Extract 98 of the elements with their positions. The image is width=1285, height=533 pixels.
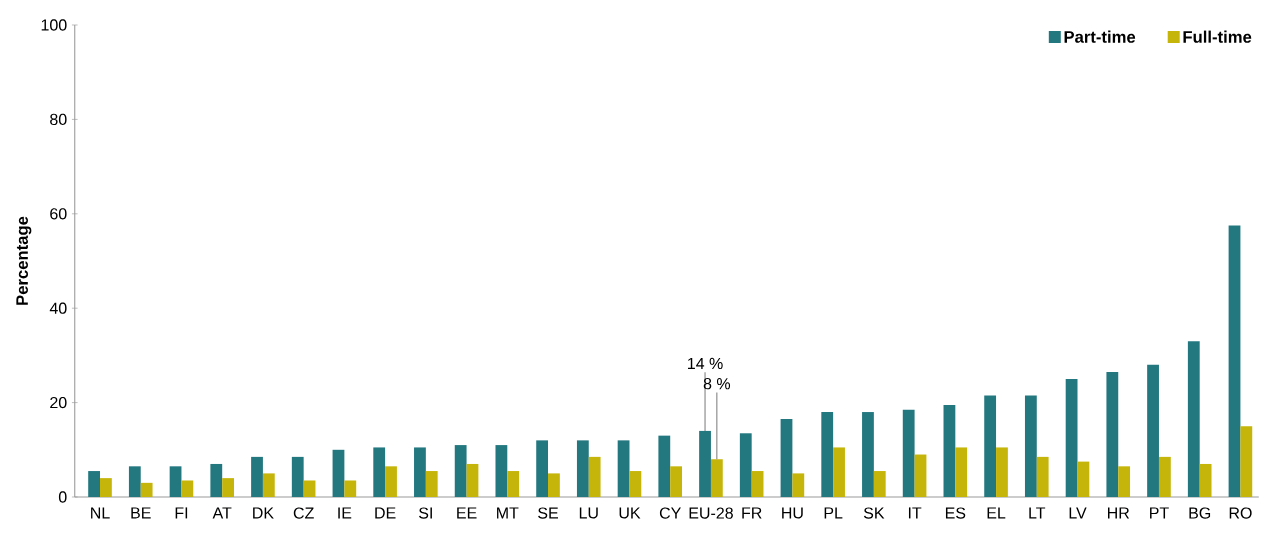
bar: [100, 478, 112, 497]
x-tick-label: EE: [457, 507, 477, 519]
legend-label: Part-time: [1064, 30, 1136, 43]
x-tick-label: DE: [375, 507, 396, 519]
x-tick-label: NL: [91, 507, 110, 519]
x-tick-label: HU: [782, 507, 803, 519]
bar: [507, 471, 520, 497]
y-tick-label: 20: [50, 396, 67, 409]
x-tick-label: LV: [1069, 507, 1087, 519]
bar: [169, 466, 182, 497]
bar: [943, 404, 956, 497]
bar: [548, 473, 560, 497]
bar: [1024, 395, 1037, 497]
x-tick-label: FI: [175, 507, 188, 519]
bar: [140, 482, 153, 497]
bar: [373, 447, 386, 497]
bar: [1228, 225, 1241, 497]
x-tick-label: AT: [212, 507, 232, 519]
y-tick-label: 80: [50, 113, 67, 126]
bar: [588, 456, 601, 497]
data-label: 8 %: [703, 378, 731, 390]
x-tick-label: IE: [338, 507, 352, 519]
x-tick-label: SE: [538, 507, 558, 519]
bar: [385, 466, 397, 497]
x-tick-label: LT: [1029, 507, 1046, 519]
bar: [1106, 371, 1119, 497]
bar: [466, 463, 479, 497]
bar: [833, 447, 845, 497]
bar: [1147, 364, 1159, 497]
x-tick-label: PT: [1150, 507, 1169, 519]
bar: [955, 447, 968, 497]
bar: [332, 449, 345, 497]
bar: [344, 480, 357, 497]
bar: [536, 440, 549, 497]
x-tick-label: CZ: [293, 507, 314, 519]
bar: [291, 456, 304, 497]
bar: [780, 419, 793, 497]
bar: [181, 480, 194, 497]
bar: [210, 463, 223, 497]
bar: [454, 445, 467, 497]
bar: [670, 466, 683, 497]
bar: [996, 447, 1008, 497]
y-tick-label: 60: [50, 208, 67, 220]
bar: [1118, 466, 1131, 497]
y-axis-title: Percentage: [16, 216, 32, 305]
bar: [873, 471, 886, 497]
bar: [303, 480, 316, 497]
bar: [1199, 463, 1212, 497]
bar: [617, 440, 630, 497]
bar: [414, 447, 426, 497]
bar: [1065, 379, 1078, 497]
x-tick-label: EU-28: [689, 507, 733, 519]
x-tick-label: EL: [987, 507, 1006, 519]
bar: [1158, 456, 1171, 497]
bar: [984, 395, 997, 497]
bar: [629, 471, 642, 497]
x-tick-label: LU: [579, 507, 598, 519]
legend-label: Full-time: [1183, 30, 1252, 43]
x-tick-label: RO: [1229, 507, 1252, 519]
bar: [699, 430, 711, 497]
bar: [222, 478, 234, 497]
x-tick-label: SK: [863, 507, 885, 519]
bar: [262, 473, 275, 497]
bar: [251, 456, 263, 497]
x-tick-label: CY: [659, 507, 681, 519]
y-tick-label: 40: [49, 302, 67, 314]
bar: [1036, 456, 1049, 497]
bar: [128, 466, 141, 497]
x-tick-label: BG: [1189, 507, 1211, 519]
bar: [914, 454, 927, 497]
x-tick-label: FR: [742, 507, 762, 519]
x-tick-label: DK: [253, 507, 274, 519]
bar: [576, 440, 589, 497]
x-tick-label: BE: [131, 507, 151, 519]
x-tick-label: MT: [497, 507, 519, 519]
x-tick-label: HR: [1108, 507, 1130, 519]
bar: [1187, 341, 1200, 497]
bar: [1077, 461, 1090, 497]
y-tick-label: 100: [41, 19, 67, 31]
bar: [862, 412, 874, 497]
data-label: 14 %: [688, 357, 723, 370]
bar: [739, 433, 752, 497]
bar: [425, 471, 438, 497]
bar: [658, 435, 671, 497]
bar: [1240, 426, 1253, 497]
x-tick-label: PL: [824, 507, 843, 519]
bar: [710, 459, 723, 497]
x-tick-label: IT: [908, 507, 922, 519]
bar: [495, 445, 508, 497]
x-tick-label: SI: [419, 507, 432, 519]
bar: [88, 471, 100, 497]
y-tick-label: 0: [58, 491, 67, 503]
x-tick-label: ES: [945, 507, 966, 519]
bar: [821, 412, 834, 497]
bar: [792, 473, 805, 497]
x-tick-label: UK: [619, 507, 641, 519]
bar: [751, 471, 764, 497]
bar: [902, 409, 915, 497]
